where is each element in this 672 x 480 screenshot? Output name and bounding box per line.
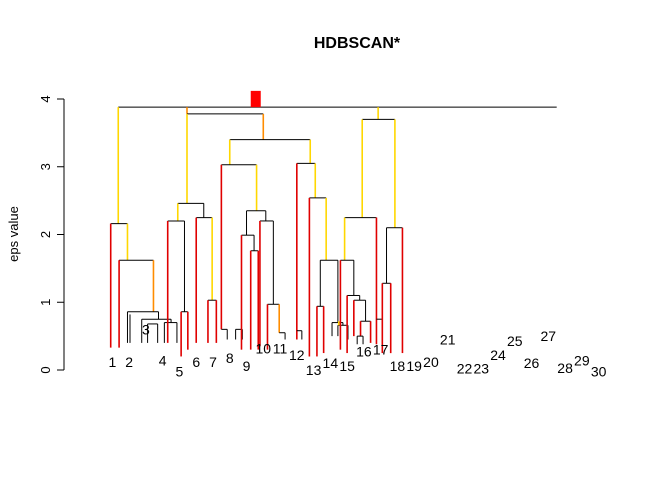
leaf-label: 5 (176, 363, 184, 379)
leaf-label: 17 (373, 342, 389, 358)
dendrogram-branches (109, 106, 557, 357)
leaf-label: 30 (591, 363, 607, 379)
y-axis-label: eps value (6, 206, 21, 262)
leaf-label: 18 (390, 358, 406, 374)
y-tick-label: 2 (38, 231, 53, 238)
leaf-label: 14 (323, 355, 339, 371)
leaf-label: 21 (440, 332, 456, 348)
root-marker (250, 90, 261, 108)
leaf-label: 4 (159, 353, 167, 369)
leaf-label: 12 (289, 347, 305, 363)
leaf-label: 7 (209, 354, 217, 370)
leaf-label: 28 (557, 360, 573, 376)
leaf-label: 3 (142, 321, 150, 337)
leaf-label: 23 (473, 361, 489, 377)
y-axis: 0 1 2 3 4 (38, 95, 65, 374)
y-tick-label: 1 (38, 299, 53, 306)
leaf-label: 22 (457, 361, 473, 377)
leaf-label: 16 (356, 344, 372, 360)
leaf-label: 25 (507, 333, 523, 349)
leaf-label: 19 (406, 358, 422, 374)
leaf-label: 9 (243, 358, 251, 374)
y-tick-label: 3 (38, 163, 53, 170)
leaf-label: 15 (339, 358, 355, 374)
leaf-label: 8 (226, 350, 234, 366)
chart-title: HDBSCAN* (314, 35, 401, 52)
leaf-label: 11 (273, 340, 288, 356)
y-tick-label: 4 (38, 95, 53, 102)
leaf-label: 6 (192, 354, 200, 370)
leaf-label: 24 (490, 347, 506, 363)
dendrogram-markers (250, 90, 261, 108)
leaf-label: 29 (574, 353, 590, 369)
leaf-label: 2 (125, 354, 133, 370)
leaf-label: 10 (255, 340, 271, 356)
leaf-label: 26 (524, 355, 540, 371)
leaf-label: 1 (108, 354, 116, 370)
y-tick-label: 0 (38, 366, 53, 373)
leaf-label: 13 (306, 362, 322, 378)
leaf-label: 20 (423, 354, 439, 370)
leaf-label: 27 (541, 328, 557, 344)
